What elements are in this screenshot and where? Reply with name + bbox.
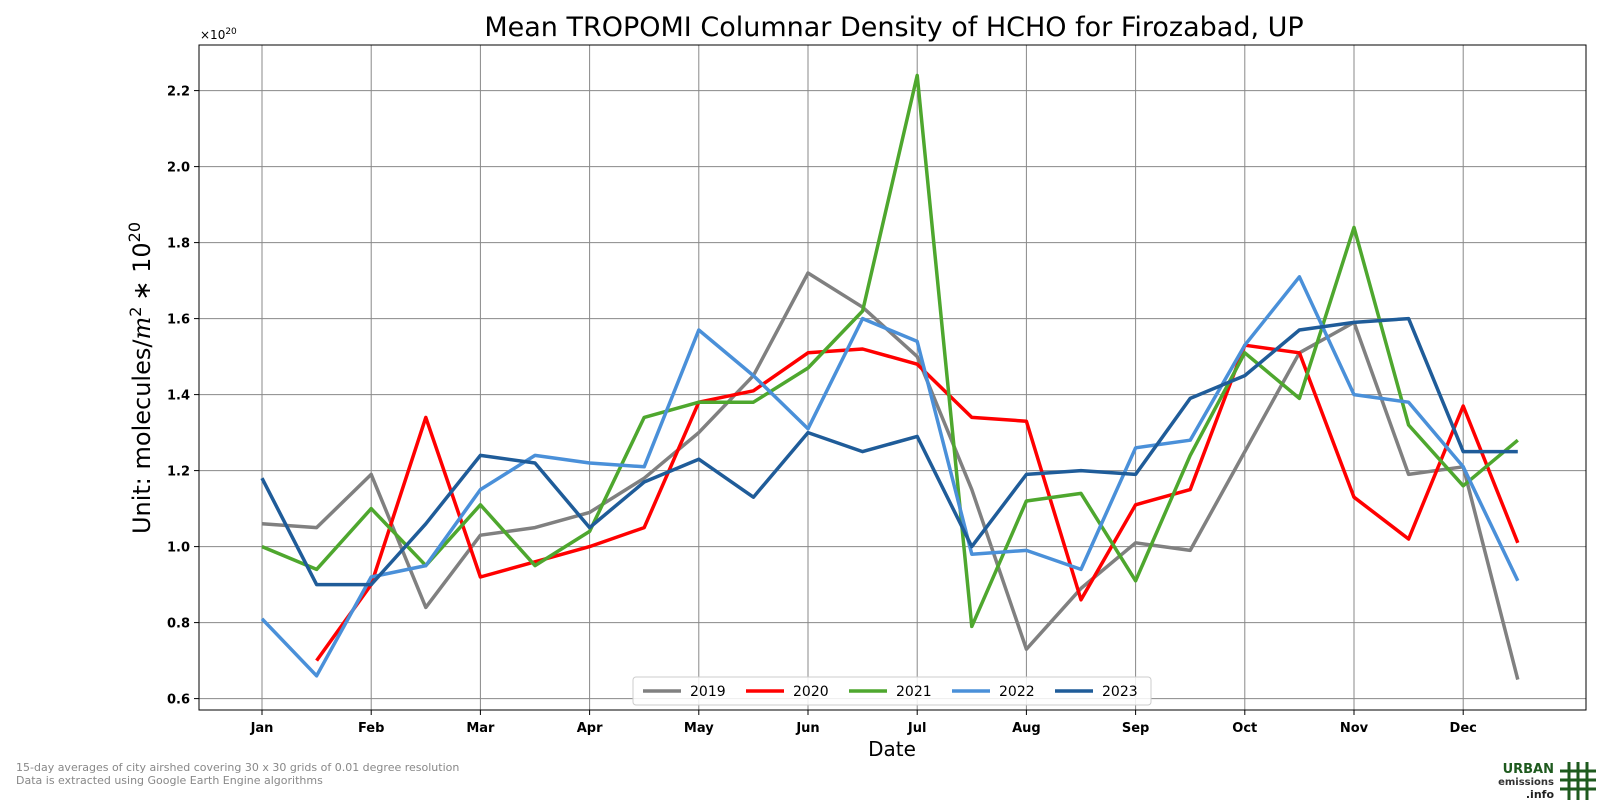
axis-offset-base: ×10: [200, 28, 225, 42]
x-tick-label: Jan: [250, 721, 274, 736]
x-tick-label: Mar: [466, 721, 495, 736]
y-axis-label-exp2: 2: [126, 307, 145, 317]
logo-grid-icon: [1560, 762, 1596, 800]
series-line-2021: [261, 73, 1519, 629]
x-tick-label: Dec: [1450, 721, 1477, 736]
x-axis-label: Date: [868, 737, 916, 761]
logo-word-emissions: emissions: [1498, 777, 1554, 788]
axis-ticks: Jan Feb Mar Apr May Jun Jul Aug Sep Oct Nov Dec 0.6 0…: [167, 85, 1477, 736]
series-line-2022: [260, 275, 1520, 678]
grid: [199, 45, 1586, 710]
y-axis-label: Unit: molecules/m2 ∗ 1020: [125, 222, 156, 534]
series-line-2019: [261, 271, 1520, 681]
series-line-2023: [260, 316, 1518, 587]
y-tick-label: 2.2: [167, 85, 190, 100]
series-lines: [260, 73, 1520, 681]
legend-label-2022: 2022: [999, 684, 1035, 700]
y-axis-label-unit: m: [128, 317, 156, 340]
x-tick-label: Aug: [1012, 721, 1041, 736]
axis-offset-exponent: 20: [225, 27, 237, 37]
series-line-2020: [315, 343, 1520, 662]
x-tick-label: Nov: [1340, 721, 1369, 736]
chart-title: Mean TROPOMI Columnar Density of HCHO fo…: [484, 12, 1303, 43]
x-tick-label: Oct: [1232, 721, 1257, 736]
x-tick-label: May: [684, 721, 714, 736]
y-axis-label-text: Unit: molecules/: [128, 339, 156, 534]
y-axis-label-times: ∗ 10: [128, 242, 156, 300]
y-tick-label: 1.8: [167, 237, 190, 252]
y-tick-label: 1.2: [167, 465, 190, 480]
plot-frame: [198, 44, 1587, 711]
y-axis-label-exp20: 20: [125, 222, 144, 242]
axis-offset-label: ×1020: [200, 27, 237, 42]
logo-word-urban: URBAN: [1502, 762, 1554, 777]
y-tick-label: 2.0: [167, 161, 190, 176]
svg-text:Unit: molecules/m2∗ 1020: Unit: molecules/m2 ∗ 1020: [125, 222, 156, 534]
legend: 2019 2020 2021 2022 2023: [632, 676, 1152, 706]
legend-label-2019: 2019: [690, 684, 726, 700]
y-tick-label: 1.4: [167, 389, 190, 404]
x-tick-label: Sep: [1122, 721, 1150, 736]
y-tick-label: 1.6: [167, 313, 190, 328]
footnote-line-1: 15-day averages of city airshed covering…: [16, 761, 460, 774]
logo-word-info: .info: [1525, 788, 1554, 801]
y-tick-label: 1.0: [167, 541, 190, 556]
legend-label-2020: 2020: [793, 684, 829, 700]
y-tick-label: 0.8: [167, 617, 190, 632]
x-tick-label: Jul: [907, 721, 927, 736]
legend-label-2023: 2023: [1102, 684, 1138, 700]
legend-box: [632, 676, 1152, 706]
x-tick-label: Jun: [795, 721, 819, 736]
y-tick-label: 0.6: [167, 693, 190, 708]
footnote-line-2: Data is extracted using Google Earth Eng…: [16, 774, 323, 787]
urban-emissions-logo: URBAN emissions .info: [1498, 760, 1600, 801]
x-tick-label: Apr: [577, 721, 603, 736]
x-tick-label: Feb: [358, 721, 384, 736]
legend-label-2021: 2021: [896, 684, 932, 700]
